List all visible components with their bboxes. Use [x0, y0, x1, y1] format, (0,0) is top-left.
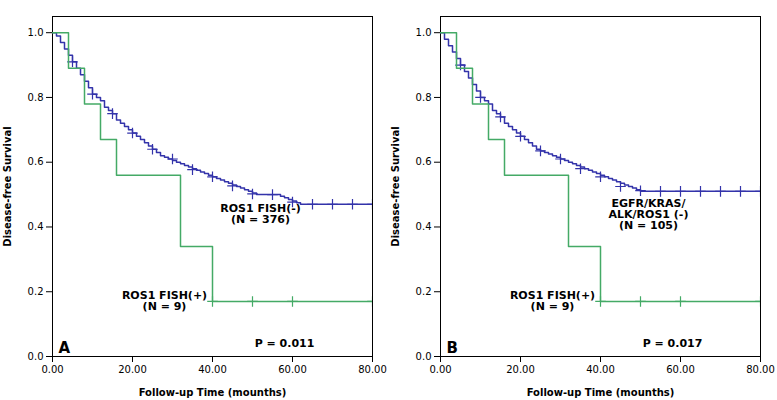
- svg-text:20.00: 20.00: [118, 364, 147, 375]
- svg-text:Follow-up Time (mounths): Follow-up Time (mounths): [527, 387, 675, 398]
- svg-text:40.00: 40.00: [198, 364, 227, 375]
- svg-text:0.2: 0.2: [28, 286, 44, 297]
- svg-text:EGFR/KRAS/ALK/ROS1 (-)(N = 105: EGFR/KRAS/ALK/ROS1 (-)(N = 105): [609, 197, 689, 232]
- svg-text:80.00: 80.00: [746, 364, 775, 375]
- svg-text:60.00: 60.00: [666, 364, 695, 375]
- svg-text:B: B: [447, 339, 458, 357]
- svg-text:P = 0.011: P = 0.011: [255, 337, 315, 350]
- svg-text:60.00: 60.00: [278, 364, 307, 375]
- svg-text:A: A: [59, 339, 71, 357]
- svg-text:0.6: 0.6: [416, 156, 432, 167]
- svg-text:0.8: 0.8: [416, 92, 432, 103]
- svg-text:1.0: 1.0: [28, 27, 44, 38]
- svg-text:0.0: 0.0: [416, 351, 432, 362]
- svg-text:ROS1 FISH(+)(N = 9): ROS1 FISH(+)(N = 9): [510, 289, 595, 313]
- svg-text:Disease-free Survival: Disease-free Survival: [2, 126, 13, 246]
- svg-text:ROS1 FISH(+)(N = 9): ROS1 FISH(+)(N = 9): [122, 289, 207, 313]
- svg-text:80.00: 80.00: [358, 364, 387, 375]
- svg-text:Follow-up Time (mounths): Follow-up Time (mounths): [139, 387, 287, 398]
- svg-text:0.4: 0.4: [28, 221, 44, 232]
- svg-text:0.4: 0.4: [416, 221, 432, 232]
- svg-text:1.0: 1.0: [416, 27, 432, 38]
- svg-text:0.8: 0.8: [28, 92, 44, 103]
- svg-text:Disease-free Survival: Disease-free Survival: [390, 126, 401, 246]
- svg-text:40.00: 40.00: [586, 364, 615, 375]
- svg-text:0.00: 0.00: [429, 364, 451, 375]
- svg-text:0.2: 0.2: [416, 286, 432, 297]
- svg-text:20.00: 20.00: [506, 364, 535, 375]
- svg-text:0.0: 0.0: [28, 351, 44, 362]
- svg-text:P = 0.017: P = 0.017: [643, 337, 703, 350]
- svg-text:0.6: 0.6: [28, 156, 44, 167]
- svg-text:ROS1 FISH(-)(N = 376): ROS1 FISH(-)(N = 376): [220, 202, 301, 226]
- svg-text:0.00: 0.00: [41, 364, 63, 375]
